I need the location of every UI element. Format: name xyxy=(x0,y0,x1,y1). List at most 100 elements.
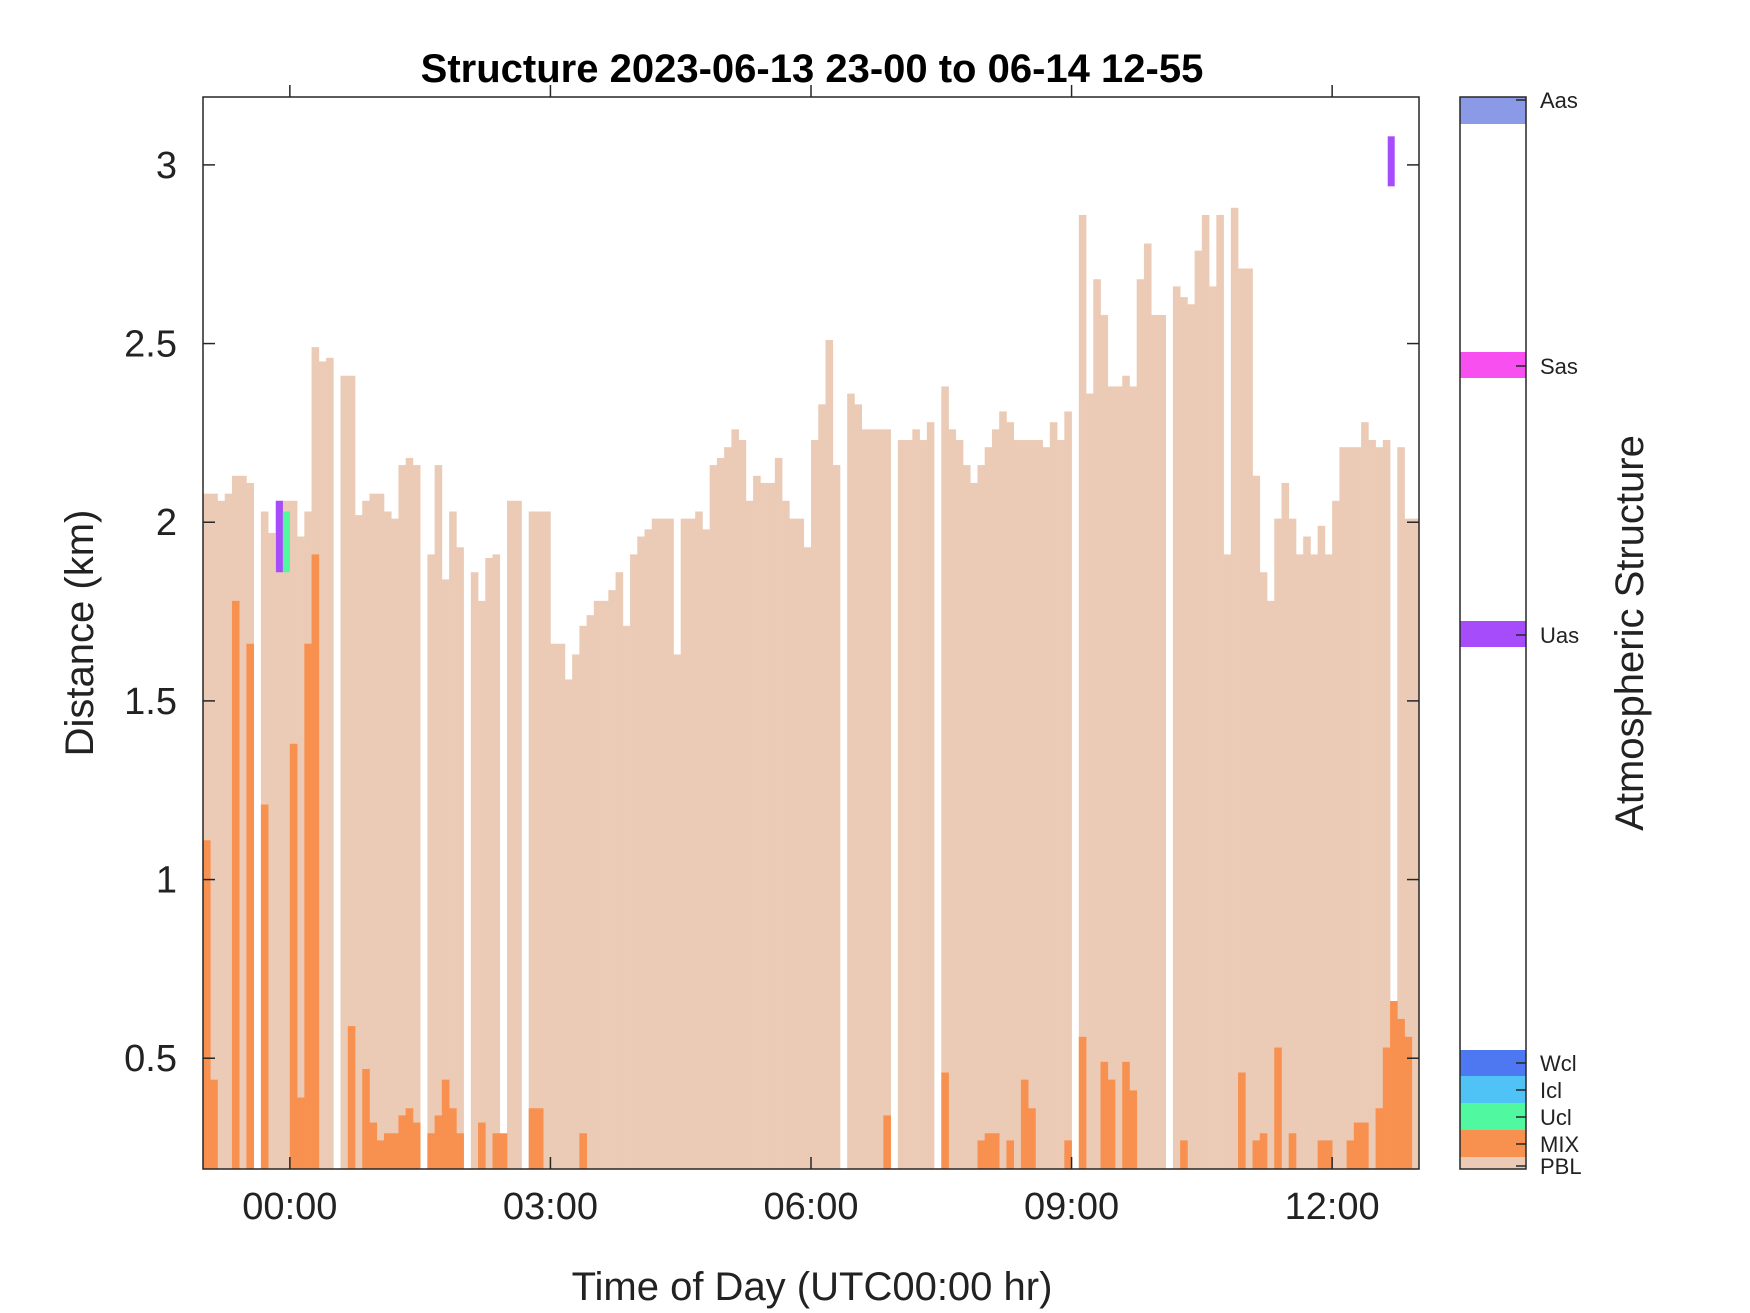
pbl-bar xyxy=(1143,243,1152,1169)
pbl-bar xyxy=(1028,440,1036,1169)
mix-bar xyxy=(1078,1036,1087,1169)
pbl-bar xyxy=(789,518,797,1169)
pbl-bar xyxy=(1194,250,1203,1169)
pbl-bar xyxy=(724,447,732,1169)
colorbar-swatch-icl xyxy=(1460,1076,1526,1103)
pbl-bar xyxy=(941,386,949,1169)
pbl-bar xyxy=(818,404,826,1169)
y-tick-label: 2.5 xyxy=(124,324,177,366)
pbl-bar xyxy=(441,579,450,1169)
mix-bar xyxy=(1397,1018,1405,1169)
pbl-bar xyxy=(811,440,819,1169)
pbl-bar xyxy=(796,518,805,1169)
pbl-bar xyxy=(767,482,776,1169)
pbl-bar xyxy=(586,615,595,1169)
colorbar-swatch-wcl xyxy=(1460,1050,1526,1076)
pbl-bar xyxy=(601,600,609,1169)
colorbar-swatch-sas xyxy=(1460,352,1526,378)
mix-bar xyxy=(260,804,269,1169)
pbl-bar xyxy=(854,404,863,1169)
y-tick-label: 1.5 xyxy=(124,681,177,723)
pbl-bar xyxy=(1339,447,1347,1169)
pbl-bar xyxy=(564,679,573,1169)
mix-bar xyxy=(1180,1140,1188,1169)
pbl-bar xyxy=(1346,447,1355,1169)
mix-bar xyxy=(456,1133,464,1169)
pbl-bar xyxy=(478,600,486,1169)
pbl-bar xyxy=(1259,572,1268,1169)
uas-cloud-mark xyxy=(275,500,283,573)
mix-bar xyxy=(297,1097,305,1169)
mix-bar xyxy=(883,1115,891,1169)
pbl-bar xyxy=(955,440,964,1169)
pbl-bar xyxy=(847,393,855,1170)
pbl-bar xyxy=(897,440,906,1169)
colorbar-swatch-uas xyxy=(1460,621,1526,647)
mix-bar xyxy=(347,1026,356,1169)
pbl-bar xyxy=(1086,393,1094,1170)
mix-bar xyxy=(499,1133,508,1169)
mix-bar xyxy=(1288,1133,1297,1169)
pbl-bar xyxy=(1353,447,1362,1169)
pbl-bar xyxy=(738,440,747,1169)
pbl-bar xyxy=(456,547,464,1169)
pbl-bar xyxy=(731,429,739,1169)
pbl-bar xyxy=(1375,447,1384,1169)
mix-bar xyxy=(984,1133,993,1169)
pbl-bar xyxy=(427,554,435,1169)
pbl-bar xyxy=(760,482,768,1169)
pbl-bar xyxy=(1013,440,1022,1169)
y-axis-label: Distance (km) xyxy=(58,510,102,757)
x-tick-label: 06:00 xyxy=(763,1186,858,1228)
pbl-bar xyxy=(1252,475,1261,1169)
pbl-bar xyxy=(905,440,913,1169)
pbl-bar xyxy=(507,500,515,1169)
pbl-bar xyxy=(1115,386,1123,1169)
mix-bar xyxy=(579,1133,587,1169)
x-tick-label: 03:00 xyxy=(503,1186,598,1228)
colorbar-label-ucl: Ucl xyxy=(1540,1105,1572,1130)
mix-bar xyxy=(362,1068,370,1169)
pbl-bar xyxy=(1201,214,1210,1170)
pbl-bar xyxy=(608,590,616,1169)
mix-bar xyxy=(1129,1090,1138,1169)
pbl-bar xyxy=(514,500,522,1169)
mix-bar xyxy=(1324,1140,1333,1169)
pbl-bar xyxy=(984,447,993,1169)
pbl-bar xyxy=(1317,525,1326,1169)
pbl-bar xyxy=(948,429,957,1169)
mix-bar xyxy=(369,1122,378,1169)
pbl-bar xyxy=(1281,482,1290,1169)
x-tick-label: 12:00 xyxy=(1285,1186,1380,1228)
pbl-bar xyxy=(535,511,544,1169)
pbl-bar xyxy=(977,465,986,1169)
pbl-bar xyxy=(550,643,559,1169)
pbl-bar xyxy=(1267,600,1275,1169)
pbl-bar xyxy=(1288,518,1297,1169)
mix-bar xyxy=(246,643,255,1169)
pbl-bar xyxy=(318,361,327,1169)
pbl-bar xyxy=(326,357,334,1170)
pbl-bar xyxy=(1078,214,1087,1170)
mix-bar xyxy=(1375,1108,1384,1169)
pbl-bar xyxy=(1404,518,1413,1169)
bar-layer xyxy=(203,207,1420,1170)
pbl-bar xyxy=(275,500,283,1169)
pbl-bar xyxy=(347,375,356,1170)
mix-bar xyxy=(203,840,211,1169)
pbl-bar xyxy=(239,475,247,1169)
pbl-bar xyxy=(1158,314,1167,1170)
mix-bar xyxy=(398,1115,407,1169)
pbl-bar xyxy=(1180,297,1188,1169)
pbl-bar xyxy=(963,465,971,1169)
pbl-bar xyxy=(673,654,682,1169)
mix-bar xyxy=(1020,1079,1029,1169)
pbl-bar xyxy=(485,557,493,1169)
pbl-bar xyxy=(1020,440,1029,1169)
pbl-bar xyxy=(803,547,812,1169)
pbl-bar xyxy=(203,493,211,1169)
pbl-bar xyxy=(615,572,624,1169)
mix-bar xyxy=(1390,1001,1398,1169)
pbl-bar xyxy=(644,529,653,1169)
